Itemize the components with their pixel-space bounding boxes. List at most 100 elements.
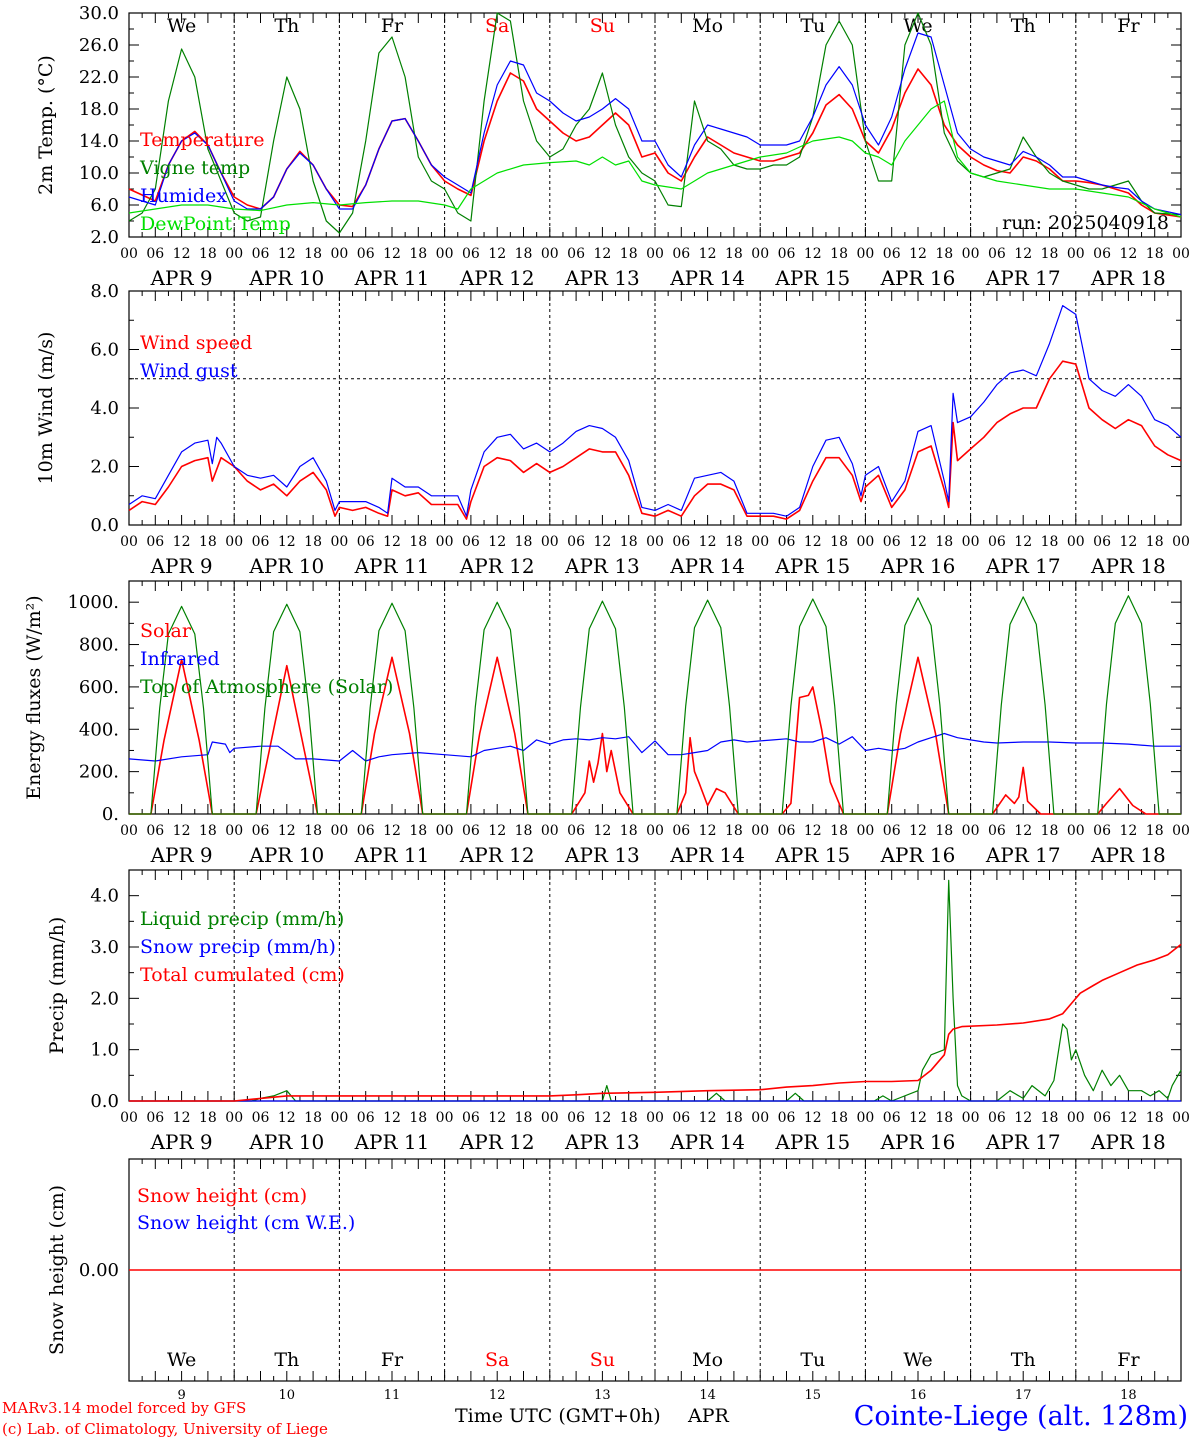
hour-label: 06 xyxy=(567,1110,585,1126)
hour-label: 18 xyxy=(830,823,848,839)
day-number-label: 14 xyxy=(699,1388,716,1403)
date-label: APR 14 xyxy=(669,266,745,290)
legend-entry: Solar xyxy=(140,620,192,642)
hour-label: 00 xyxy=(436,246,454,262)
hour-label: 06 xyxy=(883,823,901,839)
hour-label: 18 xyxy=(409,1110,427,1126)
hour-label: 06 xyxy=(567,534,585,550)
hour-label: 06 xyxy=(1093,534,1111,550)
hour-label: 12 xyxy=(699,1110,717,1126)
legend-entry: Wind speed xyxy=(140,332,252,354)
y-tick-label: 800. xyxy=(79,635,119,656)
y-tick-label: 14.0 xyxy=(79,131,119,152)
weekday-label: Su xyxy=(590,1349,615,1371)
date-label: APR 18 xyxy=(1090,554,1166,578)
hour-label: 12 xyxy=(278,534,296,550)
hour-label: 12 xyxy=(909,1110,927,1126)
legend-entry: Snow height (cm W.E.) xyxy=(137,1212,355,1234)
hour-label: 06 xyxy=(778,246,796,262)
day-number-label: 17 xyxy=(1015,1388,1032,1403)
hour-label: 12 xyxy=(699,823,717,839)
hour-label: 00 xyxy=(751,246,769,262)
y-axis-label: Energy fluxes (W/m²) xyxy=(23,595,45,799)
hour-label: 00 xyxy=(856,534,874,550)
hour-label: 00 xyxy=(120,1110,138,1126)
weekday-label: We xyxy=(903,1349,932,1371)
hour-label: 06 xyxy=(146,534,164,550)
hour-label: 06 xyxy=(357,534,375,550)
hour-label: 18 xyxy=(304,823,322,839)
y-axis-label: 2m Temp. (°C) xyxy=(35,55,57,195)
hour-label: 18 xyxy=(830,534,848,550)
series-line xyxy=(128,100,1182,218)
weekday-label: Fr xyxy=(381,1349,404,1371)
hour-label: 06 xyxy=(778,534,796,550)
date-label: APR 17 xyxy=(985,266,1061,290)
legend-entry: Top of Atmosphere (Solar) xyxy=(140,676,393,698)
hour-label: 12 xyxy=(909,534,927,550)
hour-label: 00 xyxy=(120,823,138,839)
date-label: APR 10 xyxy=(248,554,324,578)
hour-label: 00 xyxy=(1172,1110,1190,1126)
hour-label: 18 xyxy=(515,246,533,262)
date-label: APR 16 xyxy=(880,554,956,578)
hour-label: 18 xyxy=(1146,534,1164,550)
hour-label: 00 xyxy=(1172,534,1190,550)
hour-label: 12 xyxy=(173,1110,191,1126)
y-tick-label: 1.0 xyxy=(90,1040,119,1061)
hour-label: 06 xyxy=(357,246,375,262)
hour-label: 12 xyxy=(383,246,401,262)
hour-label: 06 xyxy=(357,1110,375,1126)
hour-label: 18 xyxy=(304,1110,322,1126)
hour-label: 12 xyxy=(804,823,822,839)
hour-label: 06 xyxy=(1093,1110,1111,1126)
y-tick-label: 0.00 xyxy=(79,1260,119,1281)
hour-label: 12 xyxy=(804,1110,822,1126)
hour-label: 12 xyxy=(909,246,927,262)
hour-label: 18 xyxy=(199,534,217,550)
hour-label: 12 xyxy=(1119,534,1137,550)
weekday-label: Th xyxy=(1011,15,1036,37)
hour-label: 06 xyxy=(252,534,270,550)
legend-entry: Total cumulated (cm) xyxy=(140,964,345,986)
date-label: APR 9 xyxy=(150,554,213,578)
plot-frame xyxy=(128,12,1182,238)
hour-label: 00 xyxy=(330,1110,348,1126)
legend-entry: Wind gust xyxy=(140,360,238,382)
weekday-label: Tu xyxy=(800,1349,825,1371)
hour-label: 00 xyxy=(1067,823,1085,839)
date-label: APR 18 xyxy=(1090,1130,1166,1154)
hour-label: 12 xyxy=(488,1110,506,1126)
date-label: APR 15 xyxy=(774,843,850,867)
weekday-label: Th xyxy=(1011,1349,1036,1371)
day-number-label: 11 xyxy=(384,1388,401,1403)
weekday-label: Fr xyxy=(1117,1349,1140,1371)
date-label: APR 10 xyxy=(248,1130,324,1154)
y-tick-label: 2.0 xyxy=(90,988,119,1009)
date-label: APR 15 xyxy=(774,1130,850,1154)
hour-label: 18 xyxy=(1041,823,1059,839)
hour-label: 12 xyxy=(1119,1110,1137,1126)
hour-label: 18 xyxy=(515,534,533,550)
hour-label: 00 xyxy=(225,1110,243,1126)
hour-label: 00 xyxy=(856,823,874,839)
hour-label: 00 xyxy=(646,823,664,839)
hour-label: 06 xyxy=(988,534,1006,550)
hour-label: 18 xyxy=(515,1110,533,1126)
hour-label: 18 xyxy=(725,534,743,550)
y-tick-label: 22.0 xyxy=(79,67,119,88)
y-axis-label: Snow height (cm) xyxy=(46,1185,68,1355)
hour-label: 00 xyxy=(751,1110,769,1126)
y-tick-label: 6.0 xyxy=(90,340,119,361)
hour-label: 06 xyxy=(462,246,480,262)
legend-entry: Liquid precip (mm/h) xyxy=(140,908,344,930)
hour-label: 00 xyxy=(646,1110,664,1126)
legend-entry: Snow precip (mm/h) xyxy=(140,936,336,958)
day-number-label: 16 xyxy=(910,1388,927,1403)
hour-label: 18 xyxy=(725,246,743,262)
date-label: APR 16 xyxy=(880,266,956,290)
series-line xyxy=(129,595,1181,815)
hour-label: 06 xyxy=(146,246,164,262)
hour-label: 00 xyxy=(436,1110,454,1126)
series-line xyxy=(128,360,1182,520)
